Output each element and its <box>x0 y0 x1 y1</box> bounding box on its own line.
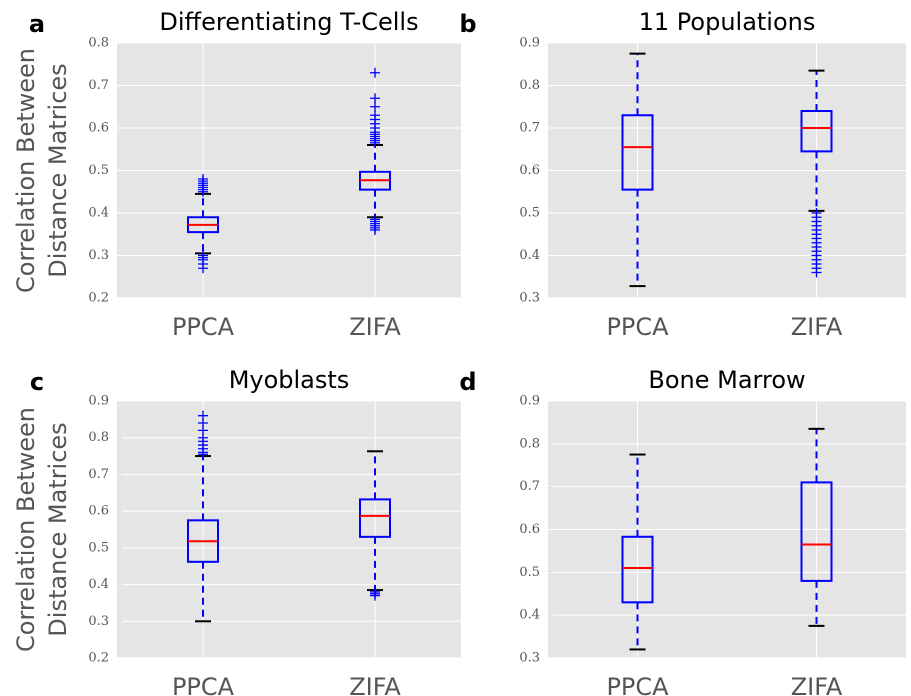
y-tick-label: 0.7 <box>519 479 540 494</box>
y-tick-label: 0.5 <box>519 206 540 221</box>
panel-label: a <box>29 10 45 38</box>
panel-title: Myoblasts <box>229 366 350 394</box>
y-tick-label: 0.8 <box>88 36 109 51</box>
y-tick-label: 0.2 <box>88 651 109 666</box>
panel-title: 11 Populations <box>639 8 816 36</box>
x-tick-label: ZIFA <box>349 313 401 341</box>
y-tick-label: 0.8 <box>88 430 109 445</box>
outlier <box>811 208 822 218</box>
box <box>359 498 391 538</box>
box <box>621 535 654 604</box>
x-tick-label: ZIFA <box>349 673 401 696</box>
y-tick-label: 0.7 <box>88 78 109 93</box>
y-tick-label: 0.6 <box>519 163 540 178</box>
y-tick-label: 0.9 <box>88 394 109 409</box>
y-tick-label: 0.4 <box>88 206 109 221</box>
outlier <box>198 410 208 421</box>
x-tick-label: ZIFA <box>791 673 843 696</box>
y-tick-label: 0.4 <box>88 577 109 592</box>
y-axis-label: Distance Matrices <box>44 422 72 636</box>
y-tick-label: 0.8 <box>519 78 540 93</box>
y-tick-label: 0.6 <box>519 522 540 537</box>
outlier <box>370 590 380 601</box>
panel-label: c <box>30 368 44 396</box>
panel: 0.2 0.3 0.4 0.5 0.6 0.7 0.8 0.9 PPCA ZIFA Myoblast… <box>12 366 461 696</box>
panel-title: Differentiating T-Cells <box>159 8 418 36</box>
outlier <box>198 263 208 274</box>
y-tick-label: 0.8 <box>519 436 540 451</box>
panel: 0.3 0.4 0.5 0.6 0.7 0.8 0.9 PPCA ZIFA 11 Populati… <box>459 8 906 341</box>
panel-label: d <box>459 368 476 396</box>
outlier <box>370 110 380 121</box>
outlier <box>370 67 380 78</box>
y-tick-label: 0.2 <box>88 291 109 306</box>
y-tick-label: 0.5 <box>88 540 109 555</box>
x-tick-label: PPCA <box>172 313 235 341</box>
x-tick-label: PPCA <box>172 673 235 696</box>
y-tick-label: 0.5 <box>519 565 540 580</box>
plot-background <box>117 401 461 658</box>
y-tick-label: 0.3 <box>88 614 109 629</box>
y-tick-label: 0.4 <box>519 248 540 263</box>
panel-label: b <box>459 10 476 38</box>
box <box>800 481 833 582</box>
y-tick-label: 0.5 <box>88 163 109 178</box>
y-tick-label: 0.3 <box>519 291 540 306</box>
y-tick-label: 0.9 <box>519 36 540 51</box>
y-tick-label: 0.6 <box>88 504 109 519</box>
y-tick-label: 0.3 <box>88 248 109 263</box>
box <box>800 110 833 153</box>
box <box>621 114 654 191</box>
x-tick-label: ZIFA <box>791 313 843 341</box>
outlier <box>370 225 380 235</box>
y-tick-label: 0.7 <box>519 121 540 136</box>
y-axis-label: Distance Matrices <box>44 63 72 277</box>
y-axis-label: Correlation Between <box>12 48 40 293</box>
x-tick-label: PPCA <box>606 673 669 696</box>
panel-title: Bone Marrow <box>648 366 805 394</box>
y-tick-label: 0.9 <box>519 394 540 409</box>
y-axis-label: Correlation Between <box>12 407 40 652</box>
outlier <box>370 93 380 104</box>
panel: 0.2 0.3 0.4 0.5 0.6 0.7 0.8 PPCA ZIFA Differentia… <box>12 8 461 341</box>
y-tick-label: 0.7 <box>88 467 109 482</box>
outlier <box>198 174 208 184</box>
y-tick-label: 0.4 <box>519 608 540 623</box>
y-tick-label: 0.3 <box>519 651 540 666</box>
outlier <box>370 101 380 112</box>
panel: 0.3 0.4 0.5 0.6 0.7 0.8 0.9 PPCA ZIFA Bone Marrow… <box>459 366 906 696</box>
x-tick-label: PPCA <box>606 313 669 341</box>
y-tick-label: 0.6 <box>88 121 109 136</box>
